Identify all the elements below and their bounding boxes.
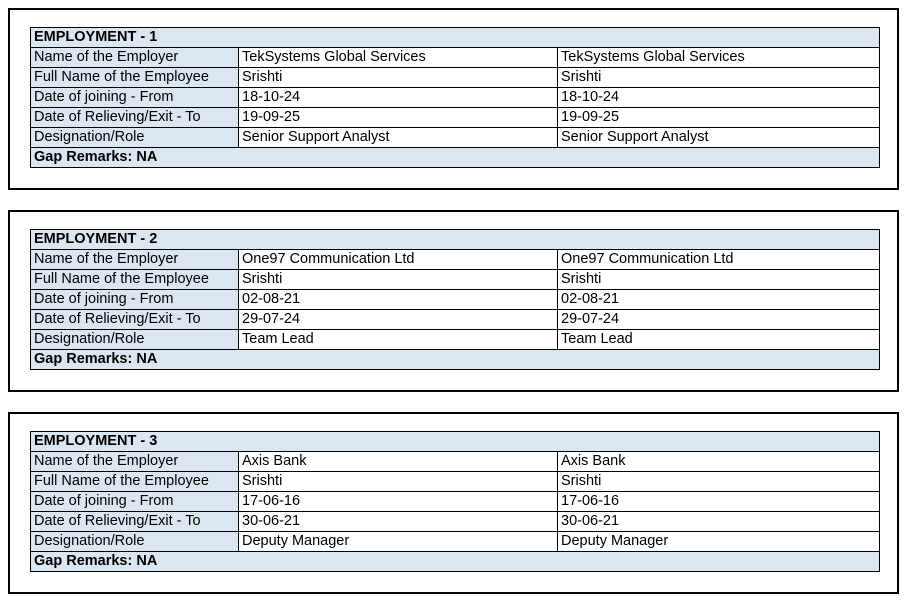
field-label-employee: Full Name of the Employee	[30, 269, 239, 290]
field-label-employer: Name of the Employer	[30, 451, 239, 472]
gap-remarks-row: Gap Remarks: NA	[30, 551, 880, 572]
table-row: Name of the Employer Axis Bank Axis Bank	[30, 451, 880, 472]
field-label-relieving-date: Date of Relieving/Exit - To	[30, 511, 239, 532]
table-row: Full Name of the Employee Srishti Srisht…	[30, 471, 880, 492]
field-value-relieving-date-col1: 30-06-21	[238, 511, 558, 532]
field-value-employer-col2: One97 Communication Ltd	[557, 249, 880, 270]
gap-remarks: Gap Remarks: NA	[30, 147, 880, 168]
field-value-employee-col1: Srishti	[238, 269, 558, 290]
field-value-relieving-date-col1: 29-07-24	[238, 309, 558, 330]
table-title-row: EMPLOYMENT - 2	[30, 229, 880, 250]
gap-remarks-row: Gap Remarks: NA	[30, 147, 880, 168]
table-row: Name of the Employer TekSystems Global S…	[30, 47, 880, 68]
field-value-employer-col2: TekSystems Global Services	[557, 47, 880, 68]
employment-table-2: EMPLOYMENT - 2 Name of the Employer One9…	[30, 229, 880, 370]
field-value-designation-col2: Senior Support Analyst	[557, 127, 880, 148]
field-value-employer-col1: TekSystems Global Services	[238, 47, 558, 68]
employment-table-3: EMPLOYMENT - 3 Name of the Employer Axis…	[30, 431, 880, 572]
field-value-employer-col2: Axis Bank	[557, 451, 880, 472]
field-label-designation: Designation/Role	[30, 127, 239, 148]
table-row: Date of joining - From 02-08-21 02-08-21	[30, 289, 880, 310]
field-value-relieving-date-col2: 30-06-21	[557, 511, 880, 532]
field-value-employee-col1: Srishti	[238, 471, 558, 492]
field-label-designation: Designation/Role	[30, 531, 239, 552]
table-row: Date of joining - From 18-10-24 18-10-24	[30, 87, 880, 108]
table-row: Designation/Role Deputy Manager Deputy M…	[30, 531, 880, 552]
gap-remarks-row: Gap Remarks: NA	[30, 349, 880, 370]
table-row: Date of Relieving/Exit - To 29-07-24 29-…	[30, 309, 880, 330]
gap-remarks: Gap Remarks: NA	[30, 551, 880, 572]
table-row: Name of the Employer One97 Communication…	[30, 249, 880, 270]
field-label-joining-date: Date of joining - From	[30, 491, 239, 512]
field-value-relieving-date-col2: 19-09-25	[557, 107, 880, 128]
field-value-relieving-date-col2: 29-07-24	[557, 309, 880, 330]
gap-remarks: Gap Remarks: NA	[30, 349, 880, 370]
table-row: Full Name of the Employee Srishti Srisht…	[30, 67, 880, 88]
field-value-joining-date-col1: 17-06-16	[238, 491, 558, 512]
table-row: Date of Relieving/Exit - To 30-06-21 30-…	[30, 511, 880, 532]
field-label-employer: Name of the Employer	[30, 47, 239, 68]
field-label-employee: Full Name of the Employee	[30, 471, 239, 492]
table-row: Date of joining - From 17-06-16 17-06-16	[30, 491, 880, 512]
field-value-employee-col2: Srishti	[557, 269, 880, 290]
field-value-designation-col1: Team Lead	[238, 329, 558, 350]
field-value-employer-col1: Axis Bank	[238, 451, 558, 472]
field-value-designation-col1: Deputy Manager	[238, 531, 558, 552]
field-value-joining-date-col2: 18-10-24	[557, 87, 880, 108]
table-title-row: EMPLOYMENT - 1	[30, 27, 880, 48]
field-value-joining-date-col2: 02-08-21	[557, 289, 880, 310]
field-value-relieving-date-col1: 19-09-25	[238, 107, 558, 128]
field-label-employer: Name of the Employer	[30, 249, 239, 270]
field-value-employer-col1: One97 Communication Ltd	[238, 249, 558, 270]
employment-title: EMPLOYMENT - 3	[30, 431, 880, 452]
field-value-designation-col2: Deputy Manager	[557, 531, 880, 552]
field-value-employee-col2: Srishti	[557, 471, 880, 492]
field-label-designation: Designation/Role	[30, 329, 239, 350]
field-value-joining-date-col2: 17-06-16	[557, 491, 880, 512]
field-label-relieving-date: Date of Relieving/Exit - To	[30, 107, 239, 128]
table-title-row: EMPLOYMENT - 3	[30, 431, 880, 452]
table-row: Designation/Role Team Lead Team Lead	[30, 329, 880, 350]
field-value-joining-date-col1: 18-10-24	[238, 87, 558, 108]
field-value-designation-col1: Senior Support Analyst	[238, 127, 558, 148]
employment-title: EMPLOYMENT - 2	[30, 229, 880, 250]
field-label-employee: Full Name of the Employee	[30, 67, 239, 88]
field-label-relieving-date: Date of Relieving/Exit - To	[30, 309, 239, 330]
table-row: Full Name of the Employee Srishti Srisht…	[30, 269, 880, 290]
employment-section-2: EMPLOYMENT - 2 Name of the Employer One9…	[8, 210, 899, 392]
table-row: Designation/Role Senior Support Analyst …	[30, 127, 880, 148]
field-label-joining-date: Date of joining - From	[30, 87, 239, 108]
employment-section-1: EMPLOYMENT - 1 Name of the Employer TekS…	[8, 8, 899, 190]
field-label-joining-date: Date of joining - From	[30, 289, 239, 310]
field-value-employee-col1: Srishti	[238, 67, 558, 88]
employment-title: EMPLOYMENT - 1	[30, 27, 880, 48]
employment-section-3: EMPLOYMENT - 3 Name of the Employer Axis…	[8, 412, 899, 594]
field-value-employee-col2: Srishti	[557, 67, 880, 88]
employment-table-1: EMPLOYMENT - 1 Name of the Employer TekS…	[30, 27, 880, 168]
field-value-designation-col2: Team Lead	[557, 329, 880, 350]
field-value-joining-date-col1: 02-08-21	[238, 289, 558, 310]
table-row: Date of Relieving/Exit - To 19-09-25 19-…	[30, 107, 880, 128]
